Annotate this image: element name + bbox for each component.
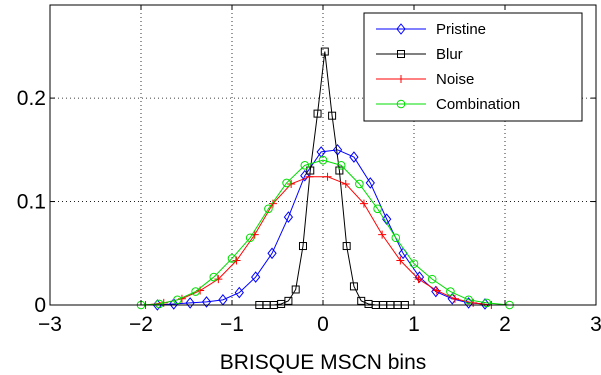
y-tick-label: 0 xyxy=(34,294,46,317)
data-point-blur xyxy=(291,285,300,294)
data-point-combination xyxy=(409,259,419,268)
data-point-noise xyxy=(341,179,350,188)
series-noise xyxy=(141,172,496,309)
data-point-combination xyxy=(264,204,273,214)
legend-item-combination: Combination xyxy=(376,96,520,113)
data-point-noise xyxy=(450,294,459,303)
data-point-pristine xyxy=(349,151,359,163)
data-point-pristine xyxy=(185,297,195,309)
legend-item-blur: Blur xyxy=(376,46,463,63)
x-tick-label: −3 xyxy=(38,313,62,336)
x-tick-label: 0 xyxy=(317,313,329,336)
data-point-combination xyxy=(282,178,291,188)
data-point-noise xyxy=(214,275,223,284)
x-tick-label: −1 xyxy=(220,313,244,336)
data-point-combination xyxy=(245,233,255,243)
x-tick-label: −2 xyxy=(129,313,153,336)
data-point-combination xyxy=(373,204,382,214)
data-point-combination xyxy=(173,295,182,305)
data-point-combination xyxy=(191,287,200,296)
data-point-combination xyxy=(336,161,346,170)
data-point-combination xyxy=(464,295,473,305)
legend-label: Combination xyxy=(436,96,520,113)
data-point-pristine xyxy=(283,211,294,223)
data-point-combination xyxy=(355,179,364,189)
legend: Pristine Blur Noise Combination xyxy=(363,12,583,122)
data-point-pristine xyxy=(267,247,277,260)
data-point-pristine xyxy=(201,296,212,308)
legend-item-noise: Noise xyxy=(376,71,474,88)
data-point-pristine xyxy=(414,271,425,283)
data-point-noise xyxy=(396,256,405,265)
data-point-pristine xyxy=(431,285,441,298)
y-tick-label: 0.2 xyxy=(17,87,46,110)
data-point-combination xyxy=(227,254,237,263)
legend-marker xyxy=(396,23,406,35)
data-point-combination xyxy=(300,161,310,170)
data-point-blur xyxy=(342,242,351,251)
data-point-noise xyxy=(432,286,441,295)
data-point-noise xyxy=(323,172,332,181)
legend-marker xyxy=(396,99,406,109)
data-point-blur xyxy=(349,282,358,291)
data-point-pristine xyxy=(234,286,244,299)
data-point-combination xyxy=(154,299,164,309)
axis-ticks: −3 −2 −1 0 1 2 3 0 0.1 0.2 xyxy=(17,5,601,336)
data-point-blur xyxy=(328,111,337,120)
y-tick-label: 0.1 xyxy=(17,191,46,214)
grid-lines xyxy=(50,5,596,305)
data-point-combination xyxy=(318,155,328,165)
data-point-combination xyxy=(446,287,455,296)
data-point-pristine xyxy=(365,177,375,189)
x-axis-label: BRISQUE MSCN bins xyxy=(220,351,427,374)
data-point-noise xyxy=(287,179,296,188)
data-point-blur xyxy=(284,296,293,305)
data-point-blur xyxy=(313,109,322,118)
legend-box xyxy=(363,12,583,122)
data-point-combination xyxy=(209,272,219,282)
legend-marker xyxy=(397,75,405,83)
legend-item-pristine: Pristine xyxy=(376,21,486,38)
data-point-noise xyxy=(378,230,387,239)
data-point-combination xyxy=(391,233,401,243)
series-line-combination xyxy=(140,159,510,306)
legend-label: Blur xyxy=(436,46,463,63)
legend-label: Noise xyxy=(436,71,474,88)
data-point-blur xyxy=(335,166,344,175)
x-tick-label: 1 xyxy=(408,313,420,336)
legend-marker xyxy=(397,50,405,58)
x-tick-label: 3 xyxy=(590,313,601,336)
data-point-noise xyxy=(359,199,368,208)
data-point-noise xyxy=(232,256,241,265)
data-point-blur xyxy=(306,166,315,175)
data-point-combination xyxy=(427,274,437,284)
data-point-pristine xyxy=(251,271,261,283)
data-point-blur xyxy=(320,47,329,56)
data-point-pristine xyxy=(169,298,179,310)
x-tick-label: 2 xyxy=(499,313,511,336)
data-point-noise xyxy=(305,172,314,181)
data-point-noise xyxy=(268,199,277,208)
series-line-noise xyxy=(145,176,492,306)
data-point-combination xyxy=(482,298,492,308)
legend-label: Pristine xyxy=(436,21,486,38)
data-point-blur xyxy=(298,242,307,251)
data-point-noise xyxy=(414,275,423,284)
